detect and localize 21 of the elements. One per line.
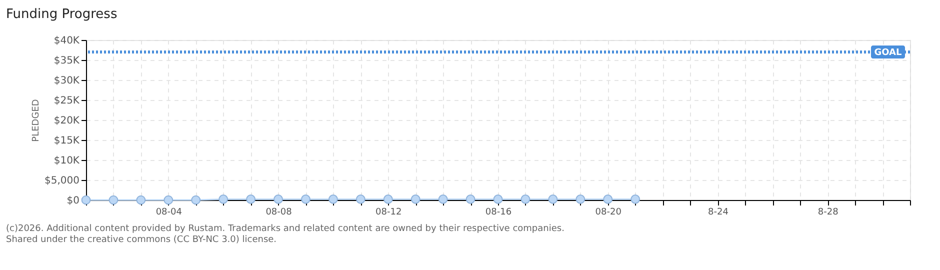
y-tick-label: $0 [66,196,80,206]
y-tick-label: $5,000 [44,176,80,186]
x-tick-label: 08-20 [595,208,622,218]
y-axis-title: PLEDGED [32,99,42,142]
chart-title: Funding Progress [6,7,118,22]
y-tick-label: $10K [54,156,80,166]
y-tick-label: $20K [54,116,80,126]
y-tick-label: $35K [54,56,80,66]
x-tick-label: 08-08 [266,208,292,218]
x-tick-label: 8-28 [818,208,839,218]
y-tick-label: $15K [54,136,80,146]
text: Shared under the creative commons (CC BY-NC 3.0) license. [6,235,277,245]
x-tick-label: 08-12 [376,208,402,218]
y-tick-label: $30K [54,76,80,86]
x-tick-label: 08-04 [156,208,182,218]
x-tick-label: 08-16 [485,208,512,218]
text: (c)2026. Additional content provided by Rustam. Trademarks and related content are owned by their respective companies. [6,224,564,234]
y-tick-label: $40K [54,36,80,46]
x-tick-label: 8-24 [708,208,729,218]
ref-line-label: GOAL [874,48,902,58]
y-tick-label: $25K [54,96,80,106]
